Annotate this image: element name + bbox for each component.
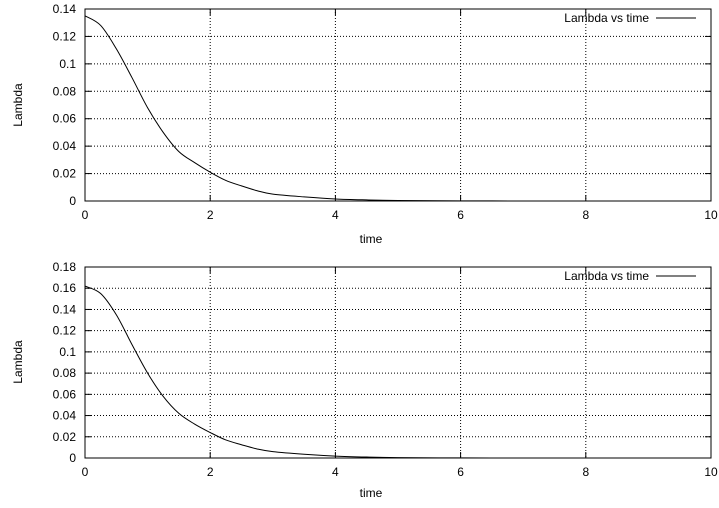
panel-2-xtick-label: 6 (457, 465, 464, 479)
panel-2-legend-label: Lambda vs time (564, 269, 649, 283)
panel-2-ytick-label: 0 (69, 451, 76, 465)
panel-1-ytick-label: 0.08 (53, 84, 77, 98)
panel-1-ytick-label: 0.02 (53, 167, 77, 181)
panel-2-ytick-label: 0.08 (53, 366, 77, 380)
panel-2-xtick-label: 2 (207, 465, 214, 479)
panel-1-y-axis-label: Lambda (11, 83, 25, 127)
panel-2-ytick-label: 0.16 (53, 281, 77, 295)
panel-1-x-axis-label: time (360, 232, 383, 246)
panel-1-xtick-label: 10 (704, 208, 718, 222)
panel-1-series-line-0 (84, 15, 711, 202)
panel-2-ytick-label: 0.14 (53, 302, 77, 316)
panel-2-ytick-label: 0.04 (53, 409, 77, 423)
panel-1-ytick-label: 0.12 (53, 29, 77, 43)
panel-2-xtick-label: 0 (82, 465, 89, 479)
panel-1-frame (84, 8, 712, 202)
panel-2-ytick-label: 0.1 (59, 345, 76, 359)
panel-1-ytick-label: 0.04 (53, 139, 77, 153)
panel-2-frame (84, 266, 712, 459)
panel-1-xtick-label: 2 (207, 208, 214, 222)
panel-1-xtick-label: 6 (457, 208, 464, 222)
panel-2-series-line-0 (84, 285, 711, 459)
panel-2-xtick-label: 8 (582, 465, 589, 479)
panel-2-ytick-label: 0.02 (53, 430, 77, 444)
panel-1-ytick-label: 0 (69, 194, 76, 208)
panel-2-x-axis-label: time (360, 486, 383, 500)
panel-2-y-axis-label: Lambda (11, 340, 25, 384)
panel-2-xtick-label: 4 (332, 465, 339, 479)
panel-1-xtick-label: 0 (82, 208, 89, 222)
panel-1-ytick-label: 0.06 (53, 112, 77, 126)
panel-1-ytick-label: 0.1 (59, 57, 76, 71)
panel-2-xtick-label: 10 (704, 465, 718, 479)
panel-1-ytick-label: 0.14 (53, 2, 77, 16)
panel-2-ytick-label: 0.18 (53, 260, 77, 274)
panel-2-ytick-label: 0.12 (53, 324, 77, 338)
panel-1-xtick-label: 8 (582, 208, 589, 222)
panel-1-legend-label: Lambda vs time (564, 11, 649, 25)
panel-2-ytick-label: 0.06 (53, 387, 77, 401)
panel-1-xtick-label: 4 (332, 208, 339, 222)
